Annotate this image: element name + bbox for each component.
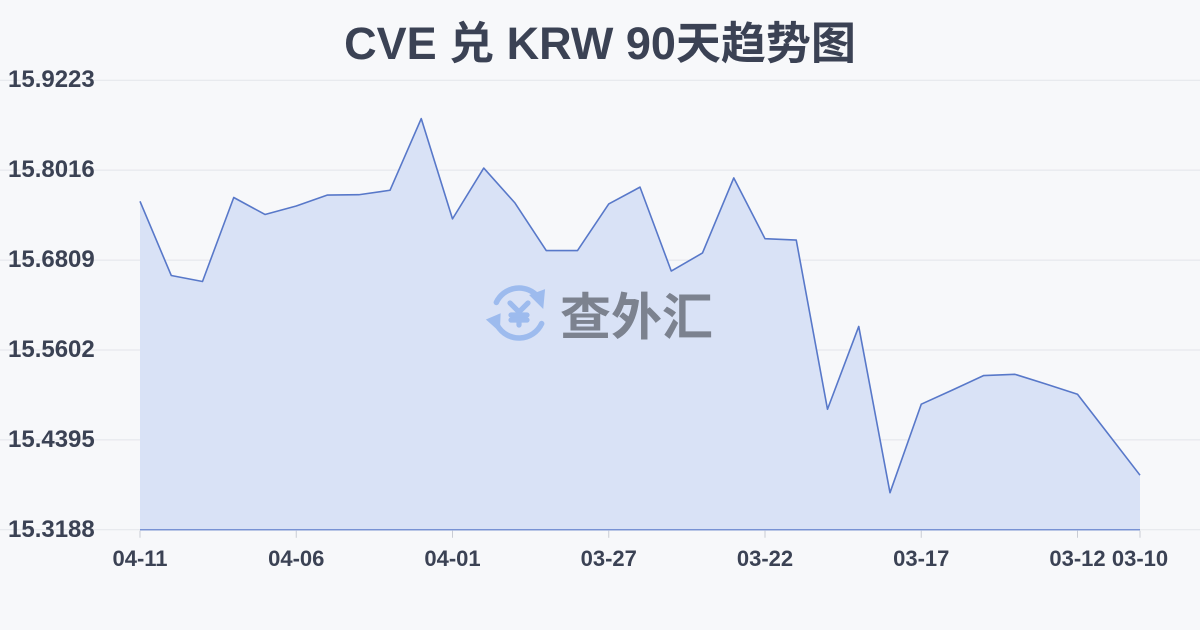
svg-text:查外汇: 查外汇 [560, 276, 713, 350]
